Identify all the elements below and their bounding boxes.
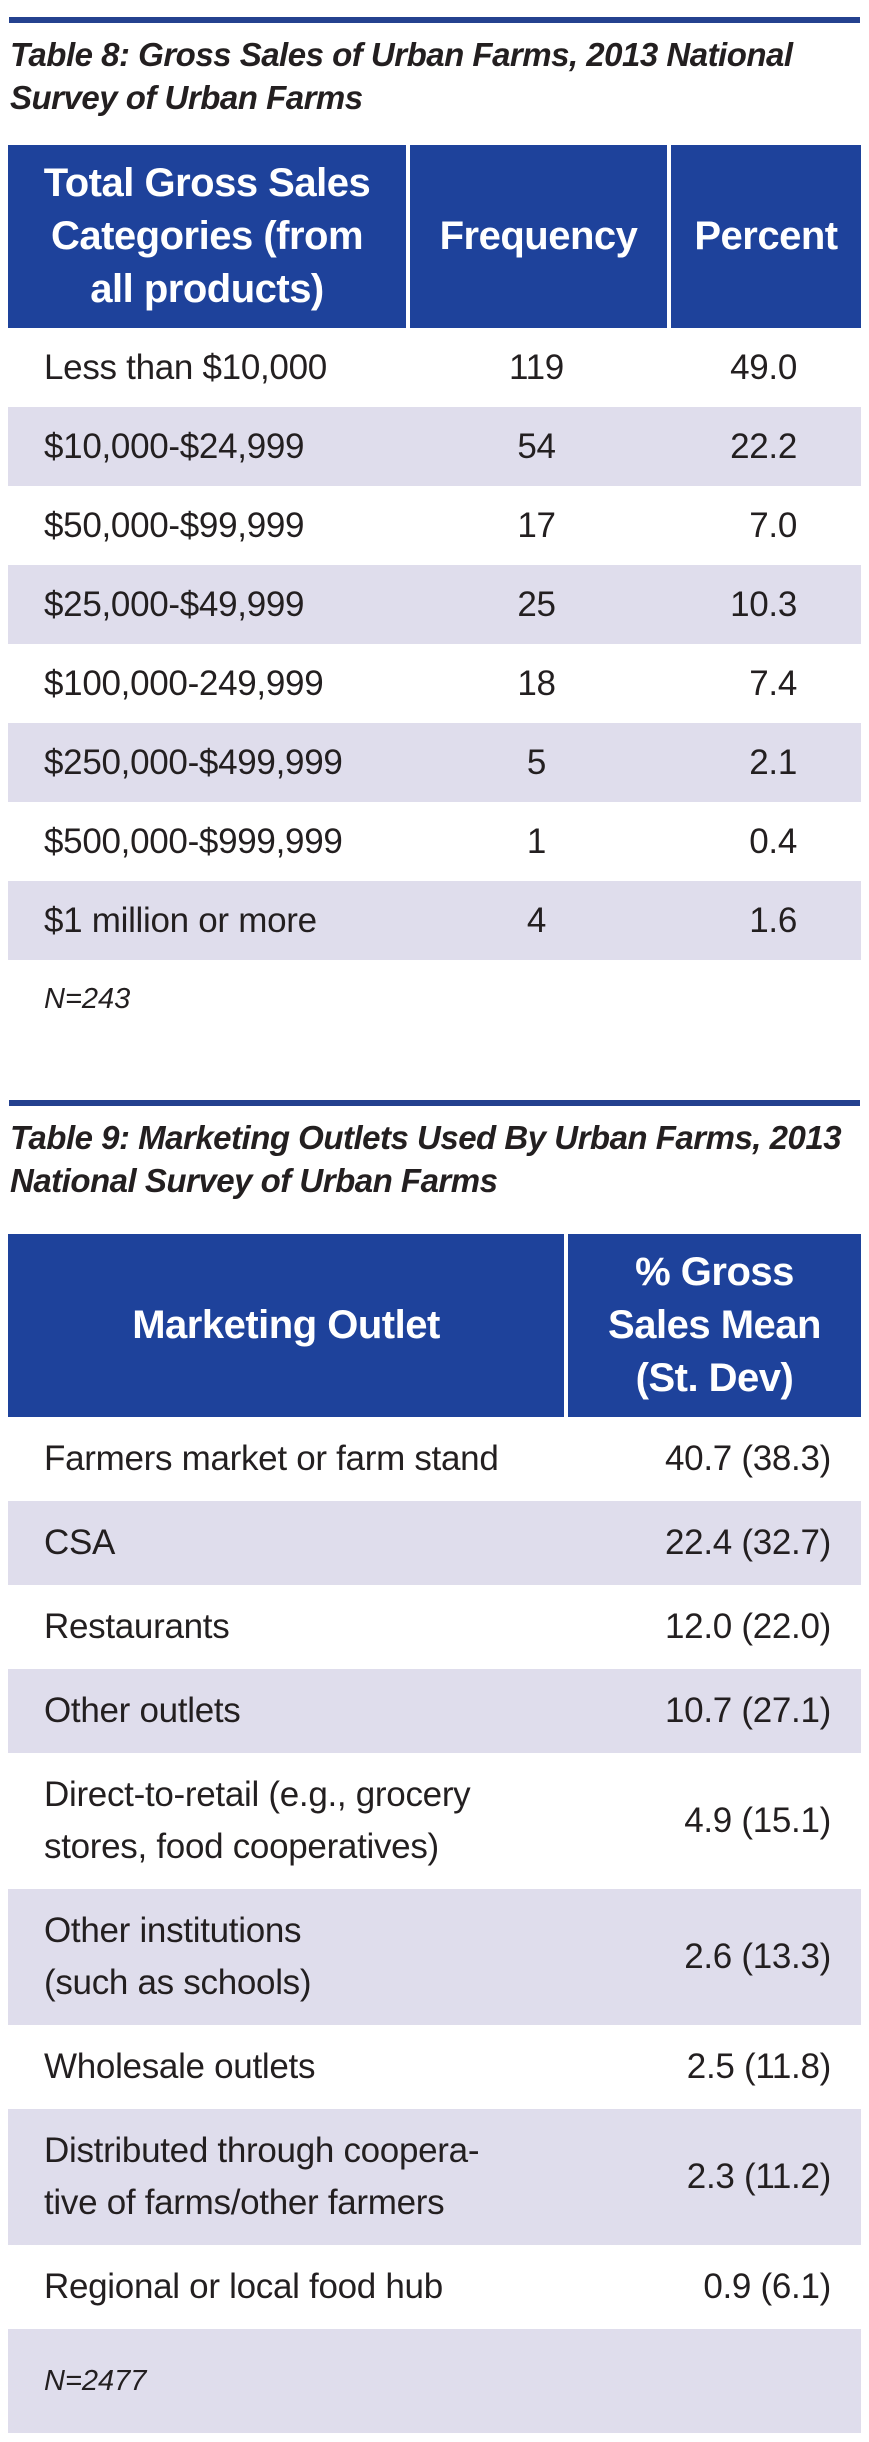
gross-sales-table-header: Total Gross Sales Categories (from all p…: [8, 145, 861, 328]
column-header-frequency: Frequency: [406, 145, 667, 328]
table-row: Other outlets 10.7 (27.1): [8, 1669, 861, 1753]
cell-outlet: Restaurants: [44, 1607, 230, 1646]
cell-outlet: Other institutions (such as schools): [44, 1911, 312, 2002]
table-row: Regional or local food hub 0.9 (6.1): [8, 2245, 861, 2329]
table8-section: Table 8: Gross Sales of Urban Farms, 201…: [0, 17, 869, 1039]
cell-percent: 10.3: [730, 585, 797, 624]
column-header-gross-sales-mean: % Gross Sales Mean (St. Dev): [564, 1234, 861, 1417]
header-row: Total Gross Sales Categories (from all p…: [8, 145, 861, 328]
cell-frequency: 18: [517, 664, 556, 703]
table-note-row: N=243: [8, 960, 861, 1039]
table-row: CSA 22.4 (32.7): [8, 1501, 861, 1585]
sample-size-note: N=243: [44, 983, 131, 1015]
cell-frequency: 1: [526, 822, 547, 861]
cell-mean-stdev: 4.9 (15.1): [684, 1801, 831, 1840]
cell-percent: 22.2: [730, 427, 797, 466]
table-row: $50,000-$99,999 17 7.0: [8, 486, 861, 565]
cell-outlet: Regional or local food hub: [44, 2267, 443, 2306]
gross-sales-table: Total Gross Sales Categories (from all p…: [8, 145, 861, 1039]
cell-frequency: 17: [517, 506, 556, 545]
section-rule: [9, 1100, 860, 1106]
table-row: $25,000-$49,999 25 10.3: [8, 565, 861, 644]
cell-frequency: 4: [526, 901, 547, 940]
cell-mean-stdev: 2.3 (11.2): [686, 2157, 832, 2196]
cell-mean-stdev: 22.4 (32.7): [665, 1523, 831, 1562]
table8-body: Less than $10,000 119 49.0 $10,000-$24,999 5…: [8, 328, 861, 1039]
cell-outlet: CSA: [44, 1523, 116, 1562]
cell-mean-stdev: 40.7 (38.3): [665, 1439, 831, 1478]
cell-percent: 0.4: [749, 822, 797, 861]
table8-title: Table 8: Gross Sales of Urban Farms, 201…: [10, 36, 793, 116]
cell-frequency: 54: [517, 427, 556, 466]
section-rule: [9, 17, 860, 23]
cell-outlet: Direct-to-retail (e.g., grocery stores, …: [44, 1775, 471, 1866]
table-note-row: N=2477: [8, 2329, 861, 2433]
table-row: Distributed through coopera- tive of far…: [8, 2109, 861, 2245]
table-row: $250,000-$499,999 5 2.1: [8, 723, 861, 802]
cell-percent: 1.6: [749, 901, 797, 940]
cell-frequency: 25: [517, 585, 556, 624]
cell-category: $250,000-$499,999: [44, 743, 343, 782]
cell-mean-stdev: 0.9 (6.1): [703, 2267, 831, 2306]
table-row: Restaurants 12.0 (22.0): [8, 1585, 861, 1669]
header-row: Marketing Outlet % Gross Sales Mean (St.…: [8, 1234, 861, 1417]
cell-outlet: Farmers market or farm stand: [44, 1439, 499, 1478]
cell-frequency: 5: [526, 743, 547, 782]
cell-outlet: Distributed through coopera- tive of far…: [44, 2131, 480, 2222]
table-row: $500,000-$999,999 1 0.4: [8, 802, 861, 881]
cell-frequency: 119: [509, 348, 564, 387]
column-header-percent: Percent: [667, 145, 861, 328]
marketing-outlets-table-header: Marketing Outlet % Gross Sales Mean (St.…: [8, 1234, 861, 1417]
column-header-marketing-outlet: Marketing Outlet: [8, 1234, 564, 1417]
cell-mean-stdev: 2.5 (11.8): [686, 2047, 832, 2086]
cell-mean-stdev: 12.0 (22.0): [665, 1607, 831, 1646]
table-row: Farmers market or farm stand 40.7 (38.3): [8, 1417, 861, 1501]
table9-section: Table 9: Marketing Outlets Used By Urban…: [0, 1100, 869, 2433]
marketing-outlets-table: Marketing Outlet % Gross Sales Mean (St.…: [8, 1234, 861, 2433]
cell-mean-stdev: 2.6 (13.3): [684, 1937, 831, 1976]
cell-percent: 2.1: [749, 743, 797, 782]
table9-title: Table 9: Marketing Outlets Used By Urban…: [10, 1119, 842, 1199]
table-row: Other institutions (such as schools) 2.6 …: [8, 1889, 861, 2025]
cell-outlet: Wholesale outlets: [44, 2047, 316, 2086]
table-row: Less than $10,000 119 49.0: [8, 328, 861, 407]
cell-percent: 7.4: [749, 664, 797, 703]
report-page: Table 8: Gross Sales of Urban Farms, 201…: [0, 17, 869, 2433]
table-row: Wholesale outlets 2.5 (11.8): [8, 2025, 861, 2109]
cell-category: $10,000-$24,999: [44, 427, 305, 466]
cell-category: $1 million or more: [44, 901, 317, 940]
cell-category: $100,000-249,999: [44, 664, 324, 703]
cell-mean-stdev: 10.7 (27.1): [665, 1691, 831, 1730]
table-row: $10,000-$24,999 54 22.2: [8, 407, 861, 486]
sample-size-note: N=2477: [44, 2365, 147, 2397]
cell-outlet: Other outlets: [44, 1691, 241, 1730]
cell-percent: 7.0: [749, 506, 797, 545]
table-row: $1 million or more 4 1.6: [8, 881, 861, 960]
cell-category: $25,000-$49,999: [44, 585, 305, 624]
table-row: Direct-to-retail (e.g., grocery stores, …: [8, 1753, 861, 1889]
cell-category: $50,000-$99,999: [44, 506, 305, 545]
table-row: $100,000-249,999 18 7.4: [8, 644, 861, 723]
cell-category: Less than $10,000: [44, 348, 327, 387]
column-header-total-gross-sales: Total Gross Sales Categories (from all p…: [8, 145, 406, 328]
table9-body: Farmers market or farm stand 40.7 (38.3) C…: [8, 1417, 861, 2433]
cell-percent: 49.0: [730, 348, 797, 387]
cell-category: $500,000-$999,999: [44, 822, 343, 861]
